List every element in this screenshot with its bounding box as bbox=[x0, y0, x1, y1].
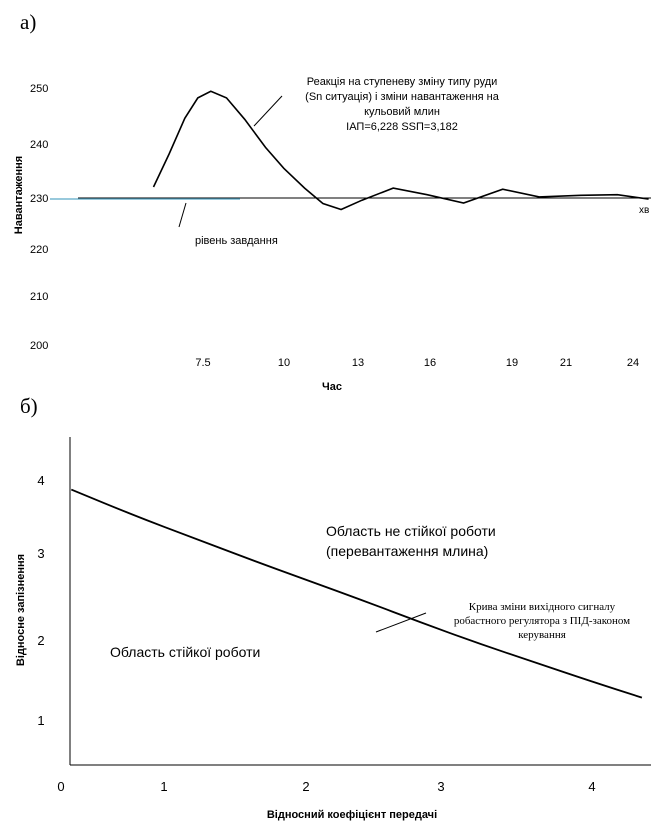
chart-b-xlabel: Відносний коефіцієнт передачі bbox=[267, 809, 437, 821]
chart-b-ytick: 2 bbox=[37, 633, 44, 648]
chart-a-ylabel: Навантаження bbox=[13, 156, 25, 234]
chart-a-annotation-line: ІАП=6,228 SSП=3,182 bbox=[346, 121, 458, 133]
chart-b-series-line bbox=[70, 488, 643, 699]
chart-a-xtick: 21 bbox=[560, 357, 572, 369]
chart-a-ytick: 250 bbox=[30, 83, 48, 95]
chart-b-origin-label: 0 bbox=[57, 779, 64, 794]
chart-a-setpoint-label: рівень завдання bbox=[195, 235, 278, 247]
chart-a-ytick: 200 bbox=[30, 340, 48, 352]
chart-b-curve-annotation-line: Крива зміни вихідного сигналу bbox=[469, 601, 616, 613]
chart-b-ytick: 4 bbox=[37, 473, 44, 488]
chart-a-annotation-line: (Sn ситуація) і зміни навантаження на bbox=[305, 91, 500, 103]
chart-a-ytick: 230 bbox=[30, 193, 48, 205]
chart-a-xtick: 10 bbox=[278, 357, 290, 369]
chart-a-annotation-line: кульовий млин bbox=[364, 106, 440, 118]
chart-a-xtick: 7.5 bbox=[195, 357, 210, 369]
panel-label-a: а) bbox=[20, 10, 36, 34]
chart-b-region-stable: Область стійкої роботи bbox=[110, 644, 260, 660]
chart-b-xtick: 3 bbox=[437, 779, 444, 794]
chart-b-xtick: 1 bbox=[160, 779, 167, 794]
chart-b-xtick: 2 bbox=[302, 779, 309, 794]
chart-a-ytick: 240 bbox=[30, 139, 48, 151]
chart-a-xtick: 16 bbox=[424, 357, 436, 369]
chart-b-xtick: 4 bbox=[588, 779, 595, 794]
panel-label-b: б) bbox=[20, 394, 38, 418]
chart-b-curve-annotation-line: робастного регулятора з ПІД-законом bbox=[454, 615, 630, 627]
chart-b-curve-leader bbox=[375, 612, 427, 633]
chart-b-ytick: 3 bbox=[37, 546, 44, 561]
chart-a-x-unit: хв bbox=[639, 205, 649, 216]
chart-a-setpoint-leader bbox=[178, 202, 187, 228]
chart-b-ylabel: Відносне запізнення bbox=[15, 554, 27, 666]
chart-a-annotation-line: Реакція на ступеневу зміну типу руди bbox=[307, 76, 498, 88]
chart-a-xtick: 13 bbox=[352, 357, 364, 369]
chart-a-xtick: 24 bbox=[627, 357, 639, 369]
chart-b-ytick: 1 bbox=[37, 713, 44, 728]
chart-b-region-unstable-sub: (перевантаження млина) bbox=[326, 543, 488, 559]
chart-b-curve-annotation-line: керування bbox=[518, 629, 566, 641]
chart-a-ytick: 210 bbox=[30, 291, 48, 303]
chart-b: Відносне запізнення Відносний коефіцієнт… bbox=[15, 437, 651, 821]
chart-a-series-line bbox=[152, 90, 649, 211]
chart-b-region-unstable: Область не стійкої роботи bbox=[326, 523, 496, 539]
chart-a-curve-leader bbox=[253, 95, 283, 127]
chart-a-xlabel: Час bbox=[322, 381, 342, 393]
chart-a-xtick: 19 bbox=[506, 357, 518, 369]
chart-a: Навантаження Час 250 240 230 220 210 200… bbox=[13, 76, 651, 393]
chart-a-ytick: 220 bbox=[30, 244, 48, 256]
